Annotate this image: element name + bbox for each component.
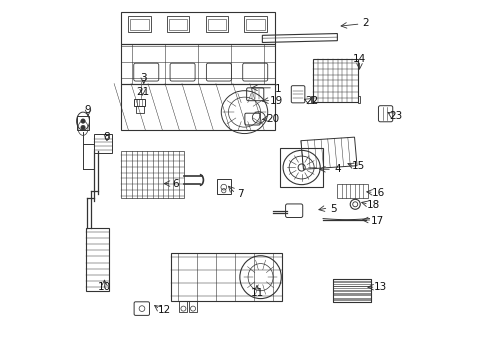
Bar bbox=[189, 301, 197, 312]
Text: 8: 8 bbox=[103, 132, 110, 142]
Bar bbox=[312, 59, 357, 102]
Bar bbox=[130, 18, 148, 30]
Text: 21: 21 bbox=[136, 87, 149, 98]
Text: 17: 17 bbox=[370, 216, 383, 226]
Text: 14: 14 bbox=[352, 54, 366, 64]
Bar bbox=[310, 96, 312, 103]
Text: 4: 4 bbox=[333, 164, 340, 174]
Bar bbox=[337, 184, 367, 198]
Bar bbox=[207, 18, 226, 30]
Text: 20: 20 bbox=[266, 114, 279, 124]
Text: 1: 1 bbox=[275, 84, 281, 94]
Bar bbox=[85, 228, 108, 291]
Text: 13: 13 bbox=[373, 282, 386, 292]
Bar bbox=[332, 279, 370, 302]
Bar bbox=[332, 279, 370, 302]
Bar bbox=[171, 253, 282, 301]
Bar bbox=[280, 148, 323, 187]
Text: 6: 6 bbox=[172, 179, 179, 189]
Bar bbox=[357, 96, 359, 103]
Bar bbox=[168, 18, 187, 30]
Bar bbox=[134, 99, 145, 107]
Circle shape bbox=[81, 125, 85, 130]
Text: 23: 23 bbox=[389, 111, 402, 121]
Text: 10: 10 bbox=[98, 282, 111, 292]
Text: 16: 16 bbox=[371, 188, 384, 198]
Text: 9: 9 bbox=[84, 105, 91, 115]
Bar bbox=[121, 44, 274, 84]
Text: 5: 5 bbox=[330, 203, 336, 213]
Text: 2: 2 bbox=[362, 18, 368, 28]
Bar bbox=[121, 84, 274, 130]
Bar bbox=[121, 152, 183, 198]
Text: 22: 22 bbox=[305, 96, 318, 107]
Text: 11: 11 bbox=[250, 288, 263, 297]
Bar bbox=[121, 12, 274, 44]
Text: 12: 12 bbox=[157, 305, 170, 315]
Circle shape bbox=[81, 119, 85, 123]
Text: 18: 18 bbox=[366, 200, 380, 210]
Text: 15: 15 bbox=[351, 161, 365, 171]
Text: 3: 3 bbox=[140, 73, 147, 83]
Bar bbox=[94, 134, 112, 153]
Text: 7: 7 bbox=[236, 189, 243, 199]
Text: 19: 19 bbox=[269, 96, 283, 107]
Bar bbox=[135, 107, 144, 113]
Bar bbox=[246, 18, 264, 30]
Bar bbox=[179, 301, 187, 312]
